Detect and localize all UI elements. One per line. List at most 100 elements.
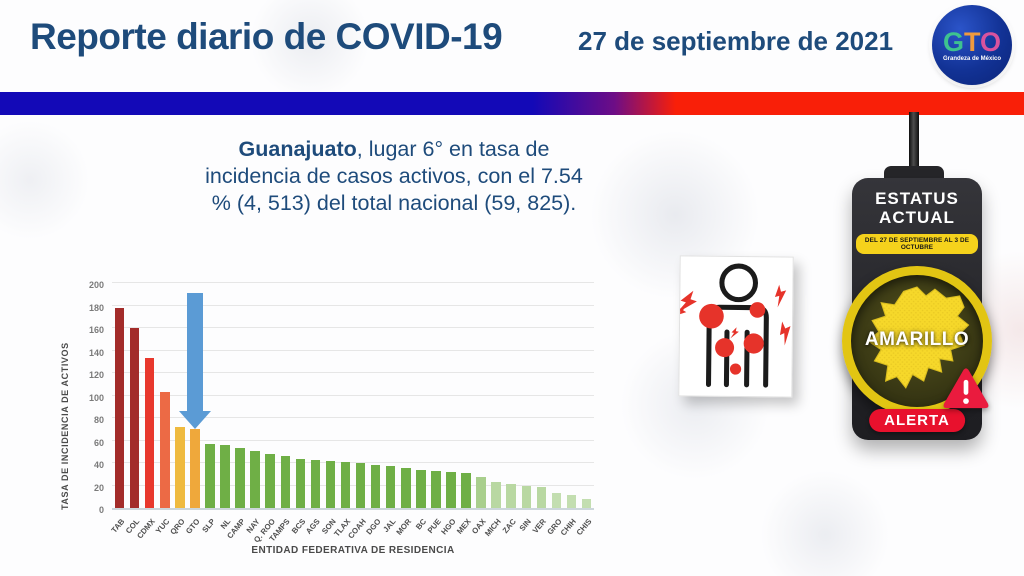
x-tick-label: MICH xyxy=(483,517,504,539)
highlight-rest: , lugar 6° en tasa de incidencia de caso… xyxy=(205,137,583,215)
bar-JAL xyxy=(385,466,396,508)
x-tick-label: CHIH xyxy=(559,517,579,538)
highlight-text: Guanajuato, lugar 6° en tasa de incidenc… xyxy=(195,136,593,217)
bar-SON xyxy=(325,460,336,508)
bar-MICH xyxy=(491,482,501,508)
status-title: ESTATUS ACTUAL xyxy=(875,189,959,227)
x-tick-label: YUC xyxy=(154,517,172,536)
gridline xyxy=(112,327,594,328)
gridline xyxy=(112,304,594,306)
gridline xyxy=(112,484,594,486)
bar-TAB xyxy=(114,307,125,508)
bar-HGO xyxy=(446,472,456,508)
bar-CAMP xyxy=(235,448,245,508)
gto-logo: GTO Grandeza de México xyxy=(932,5,1012,85)
alert-badge: ALERTA xyxy=(869,409,965,432)
bar-NL xyxy=(220,445,230,508)
x-tick-label: GTO xyxy=(184,517,202,536)
x-tick-label: AGS xyxy=(304,517,323,536)
x-tick-label: MOR xyxy=(394,517,413,537)
y-tick-label: 120 xyxy=(88,370,104,380)
status-semaphore: ESTATUS ACTUAL DEL 27 DE SEPTIEMBRE AL 3… xyxy=(840,92,1000,472)
guanajuato-map-icon xyxy=(861,285,973,398)
bar-CHIS xyxy=(581,499,592,508)
y-axis-ticks: 0 20 40 60 80 100 120 140 160 180 200 xyxy=(80,280,106,515)
y-tick-label: 180 xyxy=(88,302,104,313)
bar-MOR xyxy=(401,467,411,508)
y-tick-label: 40 xyxy=(93,460,104,470)
page-title: Reporte diario de COVID-19 xyxy=(30,16,503,57)
x-tick-label: MEX xyxy=(455,517,473,536)
x-tick-label: VER xyxy=(530,517,549,536)
x-tick-label: SIN xyxy=(517,517,534,533)
bar-Q. ROO xyxy=(265,454,275,508)
status-period-badge: DEL 27 DE SEPTIEMBRE AL 3 DE OCTUBRE xyxy=(856,234,978,254)
background-blob xyxy=(760,470,890,576)
x-tick-label: ZAC xyxy=(500,517,519,536)
y-tick-label: 80 xyxy=(93,415,104,425)
bar-CHIH xyxy=(566,494,577,508)
bar-DGO xyxy=(370,465,381,508)
y-tick-label: 160 xyxy=(88,325,104,335)
gridline xyxy=(112,349,594,351)
bar-NAY xyxy=(250,450,260,508)
bar-SLP xyxy=(205,443,215,508)
bar-VER xyxy=(536,486,546,508)
gridline xyxy=(112,394,594,396)
bar-YUC xyxy=(160,392,170,508)
y-tick-label: 140 xyxy=(88,347,104,358)
bar-QRO xyxy=(175,427,185,508)
status-light: AMARILLO xyxy=(842,266,992,416)
gto-logo-text: GTO xyxy=(942,26,1002,57)
x-tick-label: CHIS xyxy=(574,517,594,538)
chart-plot: TAB COL CDMX YUC QRO GTO SLP NL CAMP NAY Q. ROO TAM… xyxy=(110,282,594,544)
gridline xyxy=(112,417,594,418)
bar-BC xyxy=(416,469,426,508)
y-tick-label: 20 xyxy=(93,482,104,493)
gto-logo-tagline: Grandeza de México xyxy=(942,55,1002,62)
x-tick-label: QRO xyxy=(168,517,187,537)
bar-GRO xyxy=(551,493,562,508)
y-tick-label: 200 xyxy=(88,280,104,290)
gridline xyxy=(112,282,594,283)
divider-stripe xyxy=(0,92,1024,115)
incidence-bar-chart: TASA DE INCIDENCIA DE ACTIVOS 0 20 40 60 80 1… xyxy=(58,272,606,572)
bar-BCS xyxy=(295,458,305,508)
bar-SIN xyxy=(521,485,531,508)
x-tick-label: SLP xyxy=(200,517,217,535)
highlight-state-name: Guanajuato xyxy=(238,137,357,161)
bar-COL xyxy=(129,328,140,508)
y-tick-label: 60 xyxy=(93,437,104,448)
status-level-label: AMARILLO xyxy=(864,329,970,350)
semaphore-pole xyxy=(909,112,919,176)
x-tick-label: HGO xyxy=(439,517,458,537)
bar-AGS xyxy=(310,459,321,508)
bar-OAX xyxy=(476,476,486,508)
x-tick-label: DGO xyxy=(364,517,383,537)
y-axis-title: TASA DE INCIDENCIA DE ACTIVOS xyxy=(60,342,70,510)
bar-PUE xyxy=(431,470,441,508)
symptom-card xyxy=(673,255,794,398)
gridline xyxy=(112,372,594,373)
bar-GTO xyxy=(190,429,200,508)
y-tick-label: 100 xyxy=(88,392,104,403)
x-tick-label: TAB xyxy=(109,517,127,535)
gridline xyxy=(112,439,594,441)
semaphore-body: ESTATUS ACTUAL DEL 27 DE SEPTIEMBRE AL 3… xyxy=(842,178,992,440)
y-tick-label: 0 xyxy=(98,505,104,515)
x-tick-label: PUE xyxy=(425,517,443,536)
bar-CDMX xyxy=(144,358,155,508)
bar-ZAC xyxy=(506,484,516,508)
alert-warning-icon xyxy=(943,368,989,409)
bar-TLAX xyxy=(340,461,351,508)
x-tick-label: BCS xyxy=(289,517,308,536)
person-with-pain-points-icon xyxy=(673,263,791,388)
gridline xyxy=(112,462,594,463)
bar-MEX xyxy=(461,473,471,508)
background-blob xyxy=(0,120,90,240)
report-date: 27 de septiembre de 2021 xyxy=(578,26,894,56)
bar-COAH xyxy=(355,463,366,508)
bar-TAMPS xyxy=(280,456,290,508)
x-axis-title: ENTIDAD FEDERATIVA DE RESIDENCIA xyxy=(251,545,455,556)
